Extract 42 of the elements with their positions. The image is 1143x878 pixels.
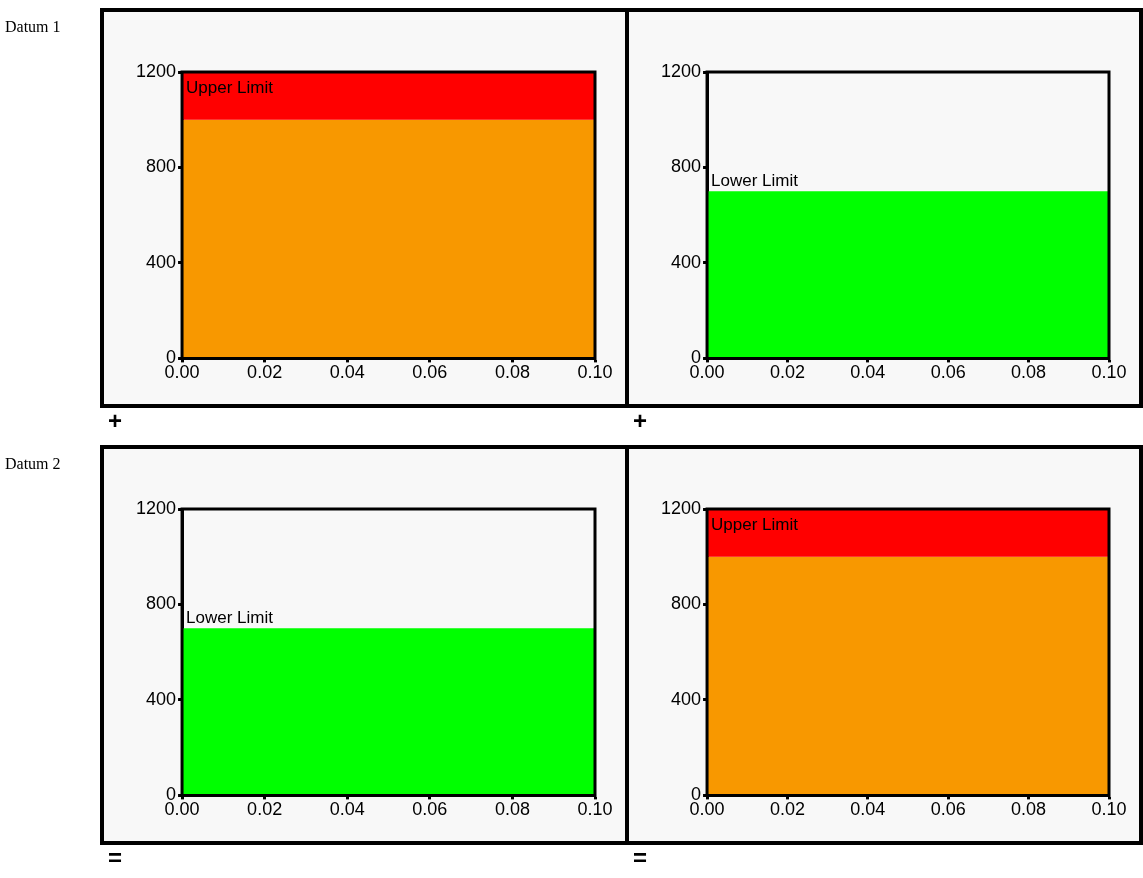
x-tick-label: 0.02 bbox=[247, 362, 283, 383]
y-tick-label: 1200 bbox=[136, 60, 177, 81]
text: + bbox=[633, 407, 648, 434]
annotation: Lower Limit bbox=[711, 170, 799, 190]
text: Datum 1 bbox=[5, 18, 61, 36]
x-tick-label: 0.08 bbox=[494, 362, 530, 383]
y-tick-label: 800 bbox=[146, 156, 177, 177]
y-tick-label: 800 bbox=[146, 593, 177, 614]
x-tick-label: 0.04 bbox=[850, 799, 886, 820]
y-tick-label: 400 bbox=[146, 251, 177, 272]
y-tick-label: 400 bbox=[146, 688, 177, 709]
y-tick-label: 800 bbox=[671, 156, 702, 177]
text: Datum 2 bbox=[5, 455, 61, 473]
x-tick-label: 0.08 bbox=[1011, 799, 1047, 820]
x-tick-label: 0.08 bbox=[1011, 362, 1047, 383]
x-tick-label: 0.10 bbox=[1091, 362, 1127, 383]
x-tick-label: 0.06 bbox=[412, 799, 448, 820]
text: + bbox=[108, 407, 123, 434]
x-tick-label: 0.10 bbox=[1091, 799, 1127, 820]
x-tick-label: 0.06 bbox=[930, 799, 966, 820]
text: = bbox=[108, 844, 123, 871]
y-tick-label: 1200 bbox=[661, 60, 702, 81]
x-tick-label: 0.06 bbox=[412, 362, 448, 383]
band-label: Upper Limit bbox=[711, 515, 799, 535]
y-tick-label: 400 bbox=[671, 251, 702, 272]
x-tick-label: 0.02 bbox=[769, 799, 805, 820]
band-label: Upper Limit bbox=[186, 78, 274, 98]
x-tick-label: 0.08 bbox=[494, 799, 530, 820]
x-tick-label: 0.04 bbox=[329, 362, 365, 383]
annotation: Lower Limit bbox=[186, 607, 274, 627]
y-tick-label: 800 bbox=[671, 593, 702, 614]
x-tick-label: 0.06 bbox=[930, 362, 966, 383]
x-tick-label: 0.02 bbox=[247, 799, 283, 820]
y-tick-label: 1200 bbox=[136, 497, 177, 518]
text: = bbox=[633, 844, 648, 871]
x-tick-label: 0.04 bbox=[329, 799, 365, 820]
y-tick-label: 1200 bbox=[661, 497, 702, 518]
x-tick-label: 0.02 bbox=[769, 362, 805, 383]
x-tick-label: 0.10 bbox=[577, 362, 613, 383]
x-tick-label: 0.04 bbox=[850, 362, 886, 383]
x-tick-label: 0.10 bbox=[577, 799, 613, 820]
y-tick-label: 400 bbox=[671, 688, 702, 709]
